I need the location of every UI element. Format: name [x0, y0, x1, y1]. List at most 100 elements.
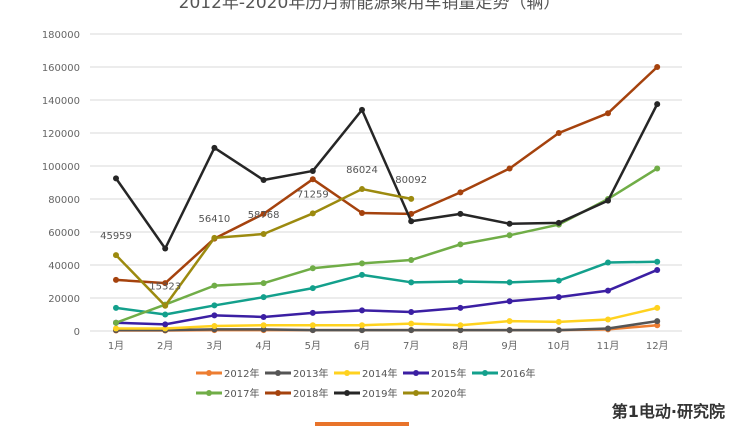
legend-marker: [206, 390, 212, 396]
data-point: [555, 327, 562, 334]
data-point: [211, 144, 218, 151]
data-label: 86024: [346, 165, 378, 176]
y-tick-label: 100000: [42, 162, 80, 173]
series-line-2016年: [115, 260, 658, 316]
data-point: [309, 167, 316, 174]
data-point: [408, 218, 415, 225]
legend-marker: [275, 390, 281, 396]
series-line-2019年: [114, 103, 659, 250]
data-point: [605, 197, 611, 204]
data-point: [113, 276, 119, 283]
data-point: [506, 327, 513, 334]
data-point: [359, 260, 365, 267]
data-point: [359, 210, 365, 217]
data-point: [506, 165, 513, 172]
data-point: [359, 322, 365, 329]
data-point: [408, 327, 415, 334]
data-point: [555, 318, 562, 325]
data-point: [260, 313, 267, 320]
legend-label: 2017年: [224, 387, 259, 400]
data-point: [211, 302, 218, 309]
data-point: [211, 323, 218, 330]
data-point: [408, 279, 415, 286]
series-line-2017年: [115, 167, 658, 324]
data-point: [309, 322, 316, 329]
data-label: 56410: [198, 214, 230, 225]
legend-marker: [275, 370, 281, 376]
data-point: [359, 186, 365, 193]
data-label: 80092: [395, 175, 427, 186]
legend-label: 2018年: [293, 387, 328, 400]
data-point: [457, 322, 464, 329]
legend-marker: [413, 370, 419, 376]
y-tick-label: 40000: [48, 261, 80, 272]
data-point: [309, 176, 316, 183]
data-point: [260, 294, 267, 301]
data-point: [162, 280, 169, 287]
data-point: [506, 318, 513, 325]
data-point: [457, 304, 464, 311]
data-point: [162, 311, 169, 318]
y-tick-label: 140000: [42, 96, 80, 107]
data-point: [457, 189, 464, 196]
legend-label: 2015年: [431, 367, 466, 380]
data-point: [309, 285, 316, 292]
x-tick-label: 11月: [597, 340, 620, 352]
data-point: [162, 321, 169, 328]
data-point: [211, 234, 218, 241]
data-point: [457, 327, 464, 334]
legend-label: 2012年: [224, 367, 259, 380]
data-point: [162, 245, 169, 252]
y-tick-label: 180000: [42, 30, 80, 41]
data-point: [113, 252, 119, 259]
x-tick-label: 2月: [157, 340, 173, 352]
data-point: [113, 304, 119, 311]
x-tick-label: 1月: [108, 340, 124, 352]
x-tick-label: 4月: [255, 340, 271, 352]
data-point: [211, 282, 218, 289]
data-label: 71259: [297, 189, 329, 200]
data-point: [162, 325, 169, 332]
data-point: [309, 265, 316, 272]
y-tick-label: 0: [74, 327, 80, 338]
legend-label: 2019年: [362, 387, 397, 400]
data-label: 15323: [149, 282, 181, 293]
data-point: [359, 271, 365, 278]
data-point: [654, 165, 661, 172]
legend-label: 2020年: [431, 387, 466, 400]
legend-label: 2013年: [293, 367, 328, 380]
data-point: [113, 175, 119, 182]
data-point: [654, 322, 661, 329]
data-point: [605, 259, 611, 266]
data-point: [359, 307, 365, 314]
data-point: [309, 210, 316, 217]
legend-marker: [344, 370, 350, 376]
data-point: [408, 257, 415, 264]
data-point: [506, 279, 513, 286]
data-point: [211, 312, 218, 319]
data-point: [457, 210, 464, 217]
data-point: [506, 220, 513, 227]
data-point: [359, 106, 365, 113]
y-tick-label: 80000: [48, 195, 80, 206]
legend-marker: [413, 390, 419, 396]
legend-marker: [206, 370, 212, 376]
data-point: [605, 325, 611, 332]
data-point: [359, 327, 365, 334]
data-point: [408, 309, 415, 316]
y-tick-label: 120000: [42, 129, 80, 140]
data-point: [555, 277, 562, 284]
legend-label: 2014年: [362, 367, 397, 380]
legend-label: 2016年: [500, 367, 535, 380]
data-point: [605, 110, 611, 117]
x-tick-label: 9月: [501, 340, 517, 352]
legend-marker: [344, 390, 350, 396]
data-point: [457, 241, 464, 248]
data-point: [162, 302, 169, 309]
y-tick-label: 20000: [48, 294, 80, 305]
data-point: [654, 258, 661, 265]
data-point: [654, 64, 661, 70]
series-line-2014年: [116, 306, 658, 330]
series-line-2015年: [115, 268, 658, 326]
data-point: [457, 278, 464, 285]
